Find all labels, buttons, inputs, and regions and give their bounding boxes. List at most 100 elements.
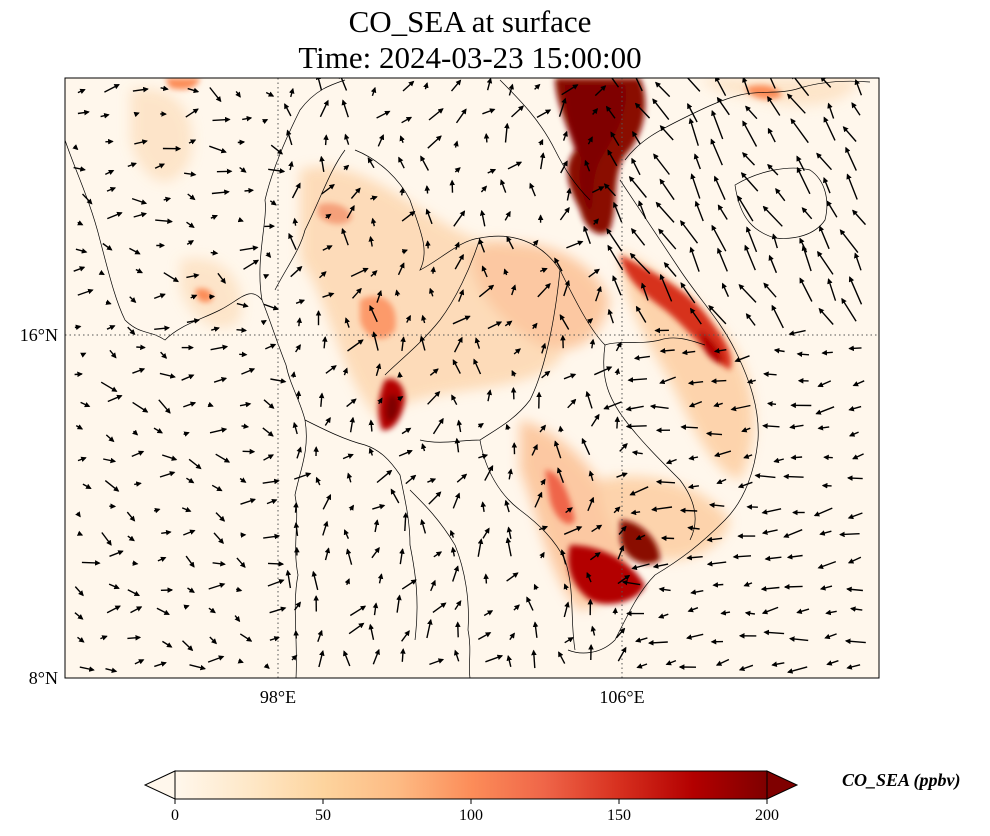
wind-arrow xyxy=(710,378,727,384)
wind-arrow xyxy=(737,195,754,222)
wind-arrow xyxy=(188,458,202,470)
wind-arrow xyxy=(430,266,436,274)
wind-arrow xyxy=(127,589,140,597)
wind-arrow xyxy=(507,161,523,170)
wind-arrow xyxy=(77,220,84,226)
wind-arrow xyxy=(506,236,514,250)
wind-arrow xyxy=(269,199,277,206)
wind-arrow xyxy=(236,302,249,308)
wind-arrow xyxy=(371,546,380,559)
wind-arrow xyxy=(79,666,95,672)
lon-label-98e: 98°E xyxy=(260,687,296,707)
wind-arrow xyxy=(401,630,410,642)
wind-arrow xyxy=(154,325,171,332)
wind-arrow xyxy=(80,401,91,408)
wind-arrow xyxy=(854,252,862,271)
wind-arrow xyxy=(687,103,698,123)
wind-arrow xyxy=(503,268,509,276)
wind-arrow xyxy=(721,282,730,297)
wind-arrow xyxy=(373,519,380,533)
wind-arrow xyxy=(163,196,172,203)
wind-arrow xyxy=(400,336,406,351)
wind-arrow xyxy=(343,164,350,171)
wind-arrow xyxy=(109,349,117,359)
wind-arrow xyxy=(563,526,583,535)
wind-arrow xyxy=(450,79,462,92)
wind-arrow xyxy=(429,658,445,666)
wind-arrow xyxy=(478,284,495,298)
wind-arrow xyxy=(72,144,79,151)
wind-arrow xyxy=(610,131,620,146)
wind-arrow xyxy=(613,506,621,514)
wind-arrow xyxy=(350,267,369,278)
wind-arrow xyxy=(589,338,596,349)
wind-arrow xyxy=(456,419,463,433)
wind-arrow xyxy=(817,250,834,275)
wind-arrow xyxy=(154,163,166,169)
wind-arrow xyxy=(788,329,806,336)
wind-arrow xyxy=(453,210,466,227)
wind-arrow xyxy=(820,78,832,88)
wind-arrow xyxy=(531,649,537,669)
wind-arrow xyxy=(660,535,675,541)
wind-arrow xyxy=(236,557,246,568)
wind-arrow xyxy=(209,294,216,300)
wind-arrow xyxy=(537,282,551,298)
wind-arrow xyxy=(513,348,521,355)
wind-arrow xyxy=(242,115,253,122)
wind-arrow xyxy=(104,480,120,492)
wind-arrow xyxy=(585,390,593,409)
wind-arrow xyxy=(398,156,405,169)
wind-arrow xyxy=(376,469,393,484)
wind-arrow xyxy=(239,633,253,642)
wind-arrow xyxy=(345,548,353,565)
wind-arrow xyxy=(711,224,727,252)
wind-arrow xyxy=(849,606,863,612)
wind-arrow xyxy=(187,587,195,593)
wind-arrow xyxy=(399,187,405,196)
wind-arrow xyxy=(241,423,250,429)
wind-arrow xyxy=(559,206,570,221)
wind-arrow xyxy=(539,267,548,273)
wind-arrow xyxy=(687,525,700,531)
wind-arrow xyxy=(823,177,831,194)
wind-arrow xyxy=(846,475,863,481)
wind-arrow xyxy=(588,470,595,481)
wind-arrow xyxy=(606,228,623,252)
wind-arrow xyxy=(104,169,115,176)
wind-arrow xyxy=(742,120,758,147)
wind-arrow xyxy=(615,627,626,639)
wind-arrow xyxy=(399,548,405,565)
wind-arrow xyxy=(294,601,301,611)
wind-arrow xyxy=(397,262,405,276)
wind-arrow xyxy=(847,556,862,564)
wind-arrow xyxy=(815,406,835,415)
wind-arrow xyxy=(369,304,378,323)
wind-arrow xyxy=(762,423,780,429)
wind-arrow xyxy=(818,225,830,250)
wind-arrow xyxy=(189,664,206,671)
wind-arrow xyxy=(341,99,349,118)
wind-arrow xyxy=(376,110,391,119)
wind-arrow xyxy=(73,166,86,172)
wind-arrow xyxy=(563,601,570,618)
colorbar: 0 50 100 150 200 xyxy=(143,770,799,824)
wind-arrow xyxy=(103,457,117,464)
wind-arrow xyxy=(74,371,83,378)
wind-arrow xyxy=(687,483,699,490)
wind-arrow xyxy=(635,305,647,323)
wind-arrow xyxy=(452,359,461,374)
wind-arrow xyxy=(132,401,149,413)
wind-arrow xyxy=(74,324,82,331)
wind-arrow xyxy=(397,371,403,378)
wind-arrow xyxy=(715,658,730,666)
wind-arrow xyxy=(424,185,431,194)
wind-arrow xyxy=(688,400,703,408)
wind-arrow xyxy=(292,217,299,226)
wind-arrow xyxy=(689,307,702,325)
wind-arrow xyxy=(288,232,297,250)
wind-arrow xyxy=(186,221,195,228)
wind-arrow xyxy=(102,242,113,251)
wind-arrow xyxy=(567,398,577,409)
wind-arrow xyxy=(558,425,564,433)
